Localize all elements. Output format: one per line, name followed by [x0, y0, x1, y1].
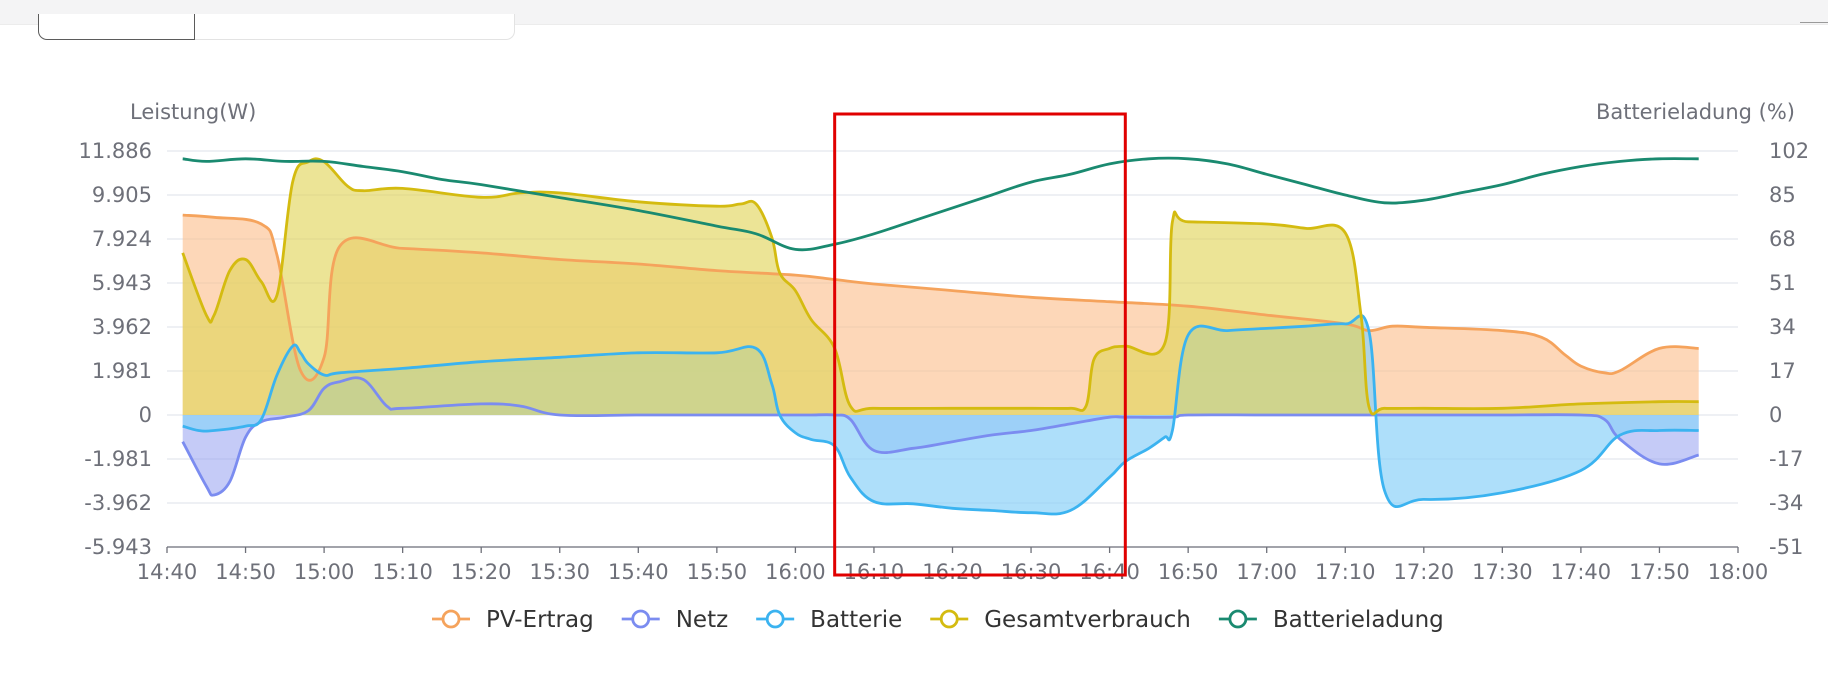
y-tick-right: 102	[1769, 139, 1809, 163]
x-tick-label: 17:40	[1551, 560, 1612, 584]
x-tick-label: 15:20	[451, 560, 512, 584]
y-tick-right: 85	[1769, 183, 1796, 207]
legend-label: PV-Ertrag	[486, 607, 594, 633]
x-tick-label: 17:00	[1236, 560, 1297, 584]
x-tick-label: 15:50	[687, 560, 748, 584]
line-pv-ertrag	[182, 213, 1699, 382]
legend-label: Batterieladung	[1273, 607, 1444, 633]
x-tick-label: 18:00	[1708, 560, 1769, 584]
x-tick-label: 16:50	[1158, 560, 1219, 584]
y-tick-right: 34	[1769, 315, 1796, 339]
line-batterieladung	[182, 156, 1699, 252]
legend-label: Netz	[676, 607, 728, 633]
y-tick-right: 0	[1769, 403, 1782, 427]
x-tick-label: 15:40	[608, 560, 669, 584]
x-tick-label: 15:10	[372, 560, 433, 584]
segmented-tab-right[interactable]	[195, 14, 515, 40]
legend-item-gesamtverbrauch[interactable]: Gesamtverbrauch	[930, 607, 1191, 633]
corner-divider	[1800, 22, 1828, 23]
highlight-box-group	[833, 112, 1127, 577]
x-tick-label: 16:10	[844, 560, 905, 584]
y-tick-right: -34	[1769, 491, 1803, 515]
legend: PV-Ertrag Netz Batterie Gesamtverbrauch Batt…	[432, 607, 1444, 633]
legend-circle-icon	[1228, 609, 1248, 629]
x-tick-label: 16:20	[922, 560, 983, 584]
x-tick-label: 16:30	[1001, 560, 1062, 584]
x-tick-label: 15:00	[294, 560, 355, 584]
y-tick-left: -5.943	[84, 535, 152, 559]
line-netz	[181, 376, 1700, 497]
highlight-box	[833, 112, 1127, 577]
legend-item-netz[interactable]: Netz	[621, 607, 728, 633]
line-batterie	[182, 314, 1699, 516]
x-tick-label: 17:30	[1472, 560, 1533, 584]
x-tick-label: 17:10	[1315, 560, 1376, 584]
legend-circle-icon	[441, 609, 461, 629]
y-tick-right: 68	[1769, 227, 1796, 251]
legend-label: Gesamtverbrauch	[984, 607, 1191, 633]
legend-circle-icon	[939, 609, 959, 629]
segmented-tab-left[interactable]	[38, 14, 195, 40]
x-tick-label: 17:50	[1629, 560, 1690, 584]
x-tick-label: 15:30	[529, 560, 590, 584]
y-axis-right-title: Batterieladung (%)	[1596, 100, 1795, 124]
legend-label: Batterie	[810, 607, 902, 633]
x-tick-label: 16:40	[1079, 560, 1140, 584]
x-tick-label: 16:00	[765, 560, 826, 584]
area-gesamtverbrauch	[182, 158, 1699, 415]
y-axis-left-title: Leistung(W)	[130, 100, 256, 124]
y-tick-left: 7.924	[92, 227, 152, 251]
x-tick-label: 14:40	[137, 560, 198, 584]
axes: Leistung(W) Batterieladung (%) 11.886 102…	[79, 100, 1810, 584]
legend-item-batterieladung[interactable]: Batterieladung	[1218, 607, 1444, 633]
y-tick-left: -3.962	[84, 491, 152, 515]
y-tick-left: 9.905	[92, 183, 152, 207]
y-tick-left: 0	[139, 403, 152, 427]
x-tick-label: 17:20	[1394, 560, 1455, 584]
x-tick-label: 14:50	[215, 560, 276, 584]
y-tick-right: 17	[1769, 359, 1796, 383]
y-tick-right: -51	[1769, 535, 1803, 559]
series-areas	[182, 158, 1699, 515]
series-lines	[181, 156, 1700, 516]
legend-circle-icon	[765, 609, 785, 629]
legend-item-batterie[interactable]: Batterie	[756, 607, 902, 633]
legend-item-pv-ertrag[interactable]: PV-Ertrag	[432, 607, 594, 633]
y-tick-left: 1.981	[92, 359, 152, 383]
legend-circle-icon	[631, 609, 651, 629]
y-tick-right: -17	[1769, 447, 1803, 471]
y-tick-left: 5.943	[92, 271, 152, 295]
y-tick-left: 3.962	[92, 315, 152, 339]
y-tick-left: 11.886	[79, 139, 152, 163]
y-tick-right: 51	[1769, 271, 1796, 295]
y-tick-left: -1.981	[84, 447, 152, 471]
